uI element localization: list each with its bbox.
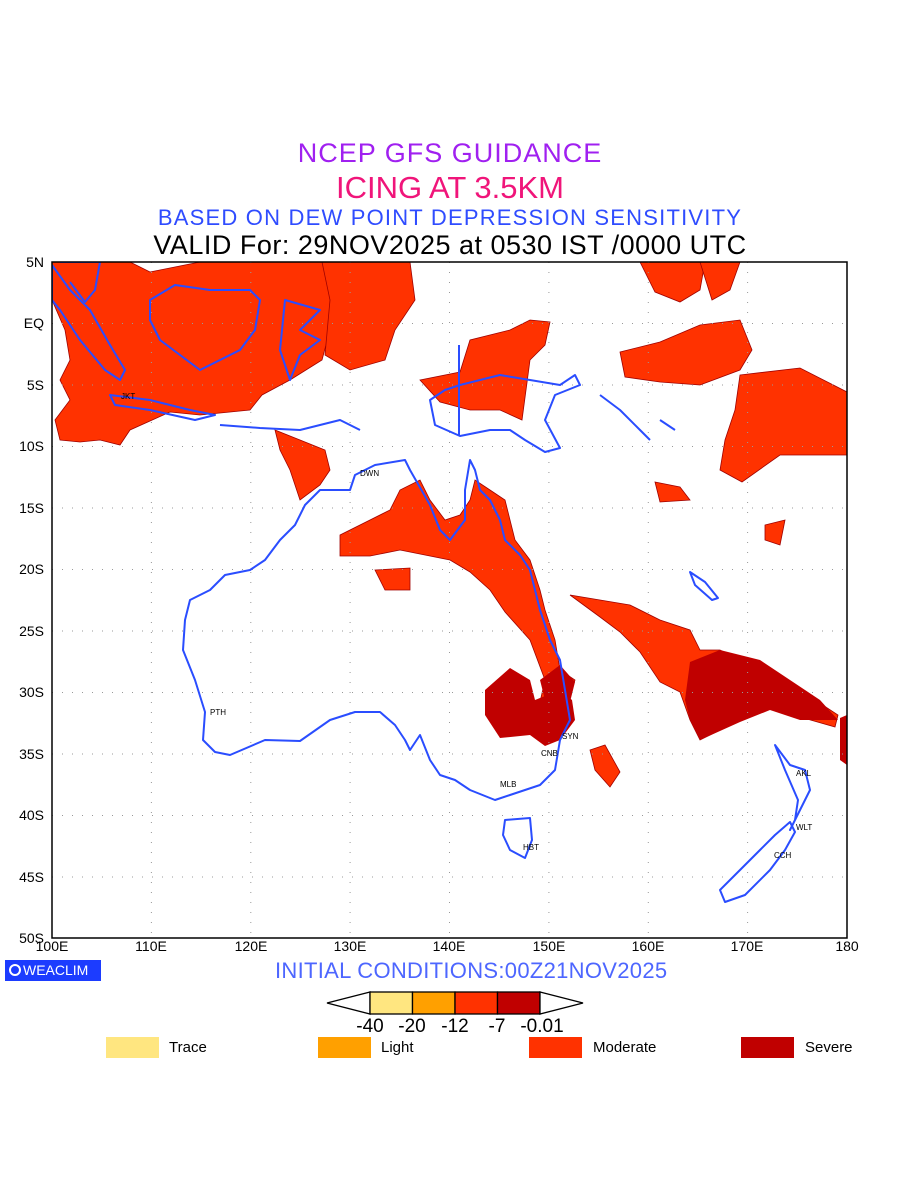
icing-area	[619, 319, 753, 386]
city-label: MLB	[500, 780, 517, 789]
indochina-coast	[60, 262, 101, 303]
sumatra-coast	[52, 264, 126, 381]
icing-area	[589, 744, 621, 788]
lat-label: 25S	[19, 623, 44, 639]
colorbar-tick: -12	[441, 1016, 469, 1037]
icing-area	[699, 262, 741, 301]
lon-label: 130E	[333, 938, 367, 954]
lat-label: 10S	[19, 438, 44, 454]
icing-area	[274, 429, 331, 501]
legend-label-severe: Severe	[805, 1039, 853, 1056]
java-coast	[109, 394, 216, 421]
icing-area	[419, 319, 551, 421]
legend-swatch-severe	[741, 1037, 794, 1058]
icing-area	[52, 262, 346, 446]
legend-swatch-trace	[106, 1037, 159, 1058]
nz-north-island-coast	[774, 744, 811, 831]
lat-label: 40S	[19, 807, 44, 823]
title-valid-time: VALID For: 29NOV2025 at 0530 IST /0000 U…	[153, 230, 747, 260]
lon-label: 100E	[35, 938, 69, 954]
lon-label: 170E	[730, 938, 764, 954]
lat-label: EQ	[23, 315, 44, 331]
lon-label: 180	[835, 938, 859, 954]
map-frame	[51, 261, 848, 939]
colorbar-left-arrow	[326, 991, 371, 1015]
colorbar-severe	[496, 991, 541, 1015]
colorbar-moderate	[454, 991, 499, 1015]
icing-area	[321, 262, 416, 371]
colorbar-tick: -7	[488, 1016, 506, 1037]
icing-area	[639, 262, 706, 303]
logo-text: WEACLIM	[23, 962, 89, 978]
tasmania-coast	[502, 817, 533, 859]
lat-label: 50S	[19, 930, 44, 946]
lon-label: 110E	[135, 938, 167, 954]
title-model: NCEP GFS GUIDANCE	[297, 138, 603, 168]
colorbar-trace	[369, 991, 414, 1015]
lat-label: 35S	[19, 746, 44, 762]
lon-label: 120E	[234, 938, 268, 954]
icing-area	[719, 367, 847, 483]
icing-area	[685, 650, 838, 740]
lat-label: 15S	[19, 500, 44, 516]
city-label: HBT	[523, 843, 539, 852]
city-label: JKT	[121, 392, 136, 401]
legend-swatch-moderate	[529, 1037, 582, 1058]
lesser-sunda-coast	[219, 419, 361, 431]
colorbar-tick: -20	[398, 1016, 426, 1037]
new-caledonia-coast	[689, 571, 719, 601]
solomon-islands-coast	[599, 394, 676, 441]
colorbar-tick: -40	[356, 1016, 384, 1037]
lat-label: 5S	[26, 377, 44, 393]
title-method: BASED ON DEW POINT DEPRESSION SENSITIVIT…	[157, 205, 743, 230]
icing-area	[339, 479, 576, 703]
city-label: AKL	[796, 769, 812, 778]
legend-label-moderate: Moderate	[593, 1039, 657, 1056]
colorbar-tick: -0.01	[520, 1016, 564, 1037]
icing-area	[485, 668, 575, 746]
lat-label: 5N	[26, 254, 44, 270]
icing-area	[654, 481, 691, 503]
new-guinea-coast	[429, 345, 581, 453]
lon-label: 150E	[532, 938, 566, 954]
weaclim-logo: WEACLIM	[5, 960, 101, 981]
lat-label: 45S	[19, 869, 44, 885]
city-label: CCH	[774, 851, 792, 860]
icing-area	[764, 519, 786, 546]
lat-label: 20S	[19, 561, 44, 577]
legend-label-trace: Trace	[169, 1039, 207, 1056]
sulawesi-coast	[279, 299, 321, 381]
lat-label: 30S	[19, 684, 44, 700]
initial-conditions: INITIAL CONDITIONS:00Z21NOV2025	[275, 958, 668, 983]
icing-area	[840, 715, 847, 765]
borneo-coast	[149, 284, 261, 371]
icing-area	[374, 567, 411, 591]
copyright-icon	[9, 964, 21, 976]
colorbar-right-arrow	[539, 991, 584, 1015]
nz-south-island-coast	[719, 821, 796, 903]
legend-swatch-light	[318, 1037, 371, 1058]
coastlines	[52, 262, 811, 903]
city-label: SYN	[562, 732, 579, 741]
title-product: ICING AT 3.5KM	[336, 170, 564, 205]
city-label: PTH	[210, 708, 226, 717]
colorbar-light	[411, 991, 456, 1015]
lon-label: 140E	[432, 938, 466, 954]
lon-label: 160E	[631, 938, 665, 954]
city-label: CNB	[541, 749, 558, 758]
australia-coast	[182, 459, 571, 801]
legend-label-light: Light	[381, 1039, 414, 1056]
city-label: WLT	[796, 823, 813, 832]
colorbar	[326, 991, 584, 1015]
city-label: DWN	[360, 469, 380, 478]
